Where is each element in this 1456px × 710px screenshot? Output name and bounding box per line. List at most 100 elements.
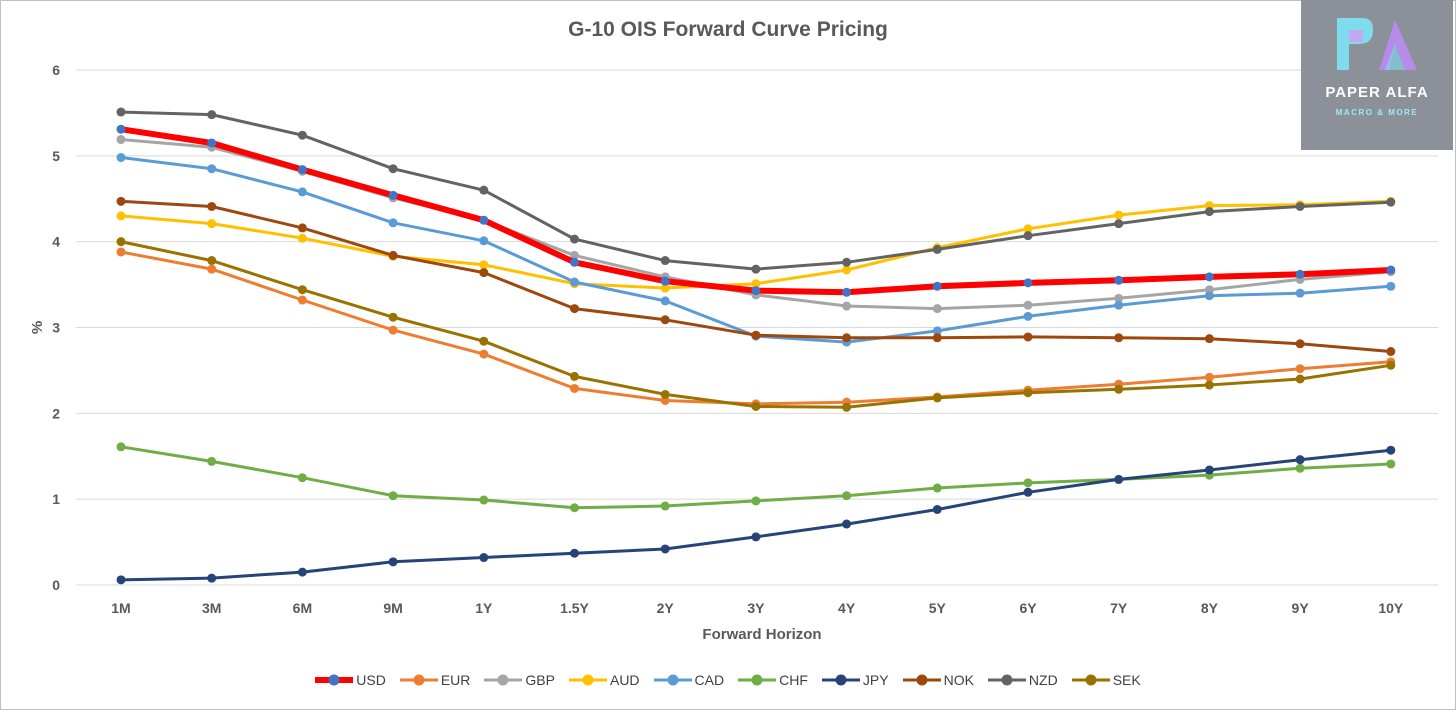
y-tick-label: 5 (52, 148, 60, 164)
watermark-tagline: MACRO & MORE (1335, 108, 1419, 117)
data-point-jpy (932, 504, 942, 514)
data-point-nok (842, 333, 852, 343)
data-point-jpy (1023, 487, 1033, 497)
data-point-usd (297, 165, 307, 175)
data-point-aud (116, 211, 126, 221)
x-tick-label: 1Y (475, 600, 493, 616)
data-point-cad (1023, 311, 1033, 321)
data-point-nok (1023, 332, 1033, 342)
data-point-nok (1114, 333, 1124, 343)
data-point-chf (660, 501, 670, 511)
data-point-nzd (1204, 207, 1214, 217)
series-line-jpy (119, 448, 1393, 582)
data-point-sek (116, 237, 126, 247)
data-point-eur (479, 349, 489, 359)
data-point-sek (1295, 374, 1305, 384)
legend-swatch (484, 673, 523, 687)
legend-label: EUR (440, 672, 471, 688)
series-usd (116, 124, 1396, 297)
data-point-usd (932, 281, 942, 291)
legend-swatch-marker (497, 674, 509, 686)
legend-swatch-marker (1001, 674, 1013, 686)
legend-item-eur: EUR (399, 672, 471, 688)
data-point-chf (751, 496, 761, 506)
legend-swatch (568, 673, 607, 687)
data-point-nok (660, 315, 670, 325)
legend-item-jpy: JPY (821, 672, 889, 688)
data-point-chf (116, 442, 126, 452)
data-point-jpy (1204, 465, 1214, 475)
data-point-jpy (479, 553, 489, 563)
series-sek (116, 237, 1396, 412)
legend-label: NZD (1028, 672, 1058, 688)
y-tick-label: 1 (52, 491, 60, 507)
x-tick-label: 9Y (1292, 600, 1310, 616)
series-chf (116, 442, 1396, 513)
y-tick-label: 4 (52, 234, 60, 250)
legend-item-chf: CHF (738, 672, 808, 688)
data-point-nok (1386, 347, 1396, 357)
x-axis-title: Forward Horizon (702, 626, 821, 643)
legend-swatch (653, 673, 692, 687)
x-tick-label: 9M (383, 600, 402, 616)
series-cad (116, 153, 1396, 347)
data-point-sek (570, 371, 579, 381)
data-point-aud (751, 279, 761, 289)
data-point-usd (1023, 278, 1033, 288)
chart-title: G-10 OIS Forward Curve Pricing (568, 18, 888, 41)
data-point-cad (1114, 300, 1124, 310)
data-point-aud (1023, 224, 1033, 234)
data-point-nok (116, 196, 126, 206)
data-point-nok (570, 304, 579, 314)
legend-swatch (1071, 673, 1110, 687)
data-point-eur (116, 247, 126, 257)
legend-label: CHF (779, 672, 808, 688)
data-point-jpy (751, 532, 761, 542)
legend-swatch-marker (916, 674, 928, 686)
data-point-nzd (479, 185, 489, 195)
data-point-sek (388, 312, 398, 322)
data-point-chf (388, 491, 398, 501)
data-point-jpy (116, 575, 126, 585)
data-point-aud (207, 219, 217, 229)
data-point-jpy (207, 573, 217, 583)
legend-label: AUD (609, 672, 640, 688)
data-point-nzd (297, 130, 307, 140)
data-point-jpy (1114, 474, 1124, 484)
data-point-chf (479, 495, 489, 505)
legend-label: GBP (525, 672, 555, 688)
data-point-aud (1114, 210, 1124, 220)
legend-item-nzd: NZD (987, 672, 1058, 688)
x-tick-label: 1M (111, 600, 130, 616)
data-point-cad (116, 153, 126, 163)
data-point-usd (479, 215, 489, 225)
paper-alfa-logo-icon (1337, 18, 1417, 70)
x-tick-label: 6M (293, 600, 312, 616)
data-point-usd (751, 286, 761, 296)
y-tick-label: 2 (52, 405, 60, 421)
data-point-sek (1386, 360, 1396, 370)
data-point-aud (479, 260, 489, 270)
data-point-nzd (1386, 197, 1396, 207)
data-point-chf (1295, 463, 1305, 473)
data-point-eur (297, 295, 307, 305)
data-point-sek (1023, 388, 1033, 398)
chart-legend: USD EUR GBP AUD CAD CHF JPY NOK NZD SEK (0, 672, 1456, 688)
data-point-jpy (1386, 445, 1396, 455)
x-tick-label: 4Y (838, 600, 856, 616)
data-point-chf (1386, 459, 1396, 469)
legend-swatch-marker (328, 674, 340, 686)
data-point-jpy (388, 557, 398, 567)
data-point-nok (751, 330, 761, 340)
data-point-usd (842, 287, 852, 297)
data-point-chf (207, 456, 217, 466)
legend-item-aud: AUD (568, 672, 640, 688)
data-point-nzd (1295, 201, 1305, 211)
data-point-nzd (932, 244, 942, 254)
data-point-nok (479, 268, 489, 278)
data-point-sek (297, 285, 307, 295)
data-point-cad (297, 187, 307, 197)
data-point-usd (1204, 272, 1214, 282)
